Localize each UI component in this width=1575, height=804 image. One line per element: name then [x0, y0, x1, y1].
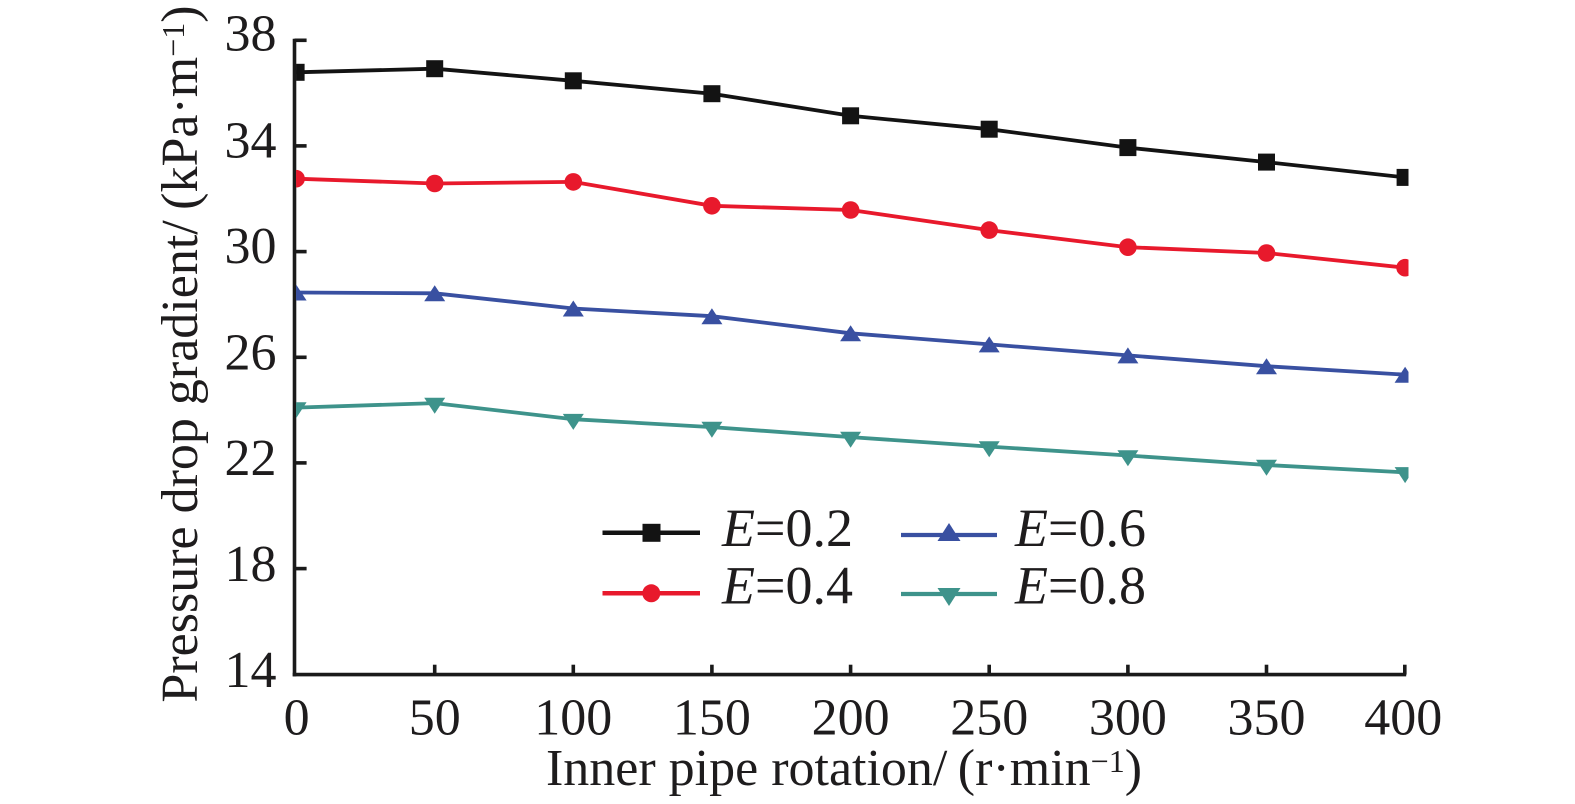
svg-text:250: 250	[950, 690, 1028, 747]
svg-text:14: 14	[225, 642, 277, 699]
svg-text:150: 150	[673, 690, 751, 747]
svg-text:38: 38	[225, 6, 277, 63]
svg-text:100: 100	[534, 690, 612, 747]
svg-text:Inner pipe rotation/ (r·min−1): Inner pipe rotation/ (r·min−1)	[546, 740, 1142, 797]
svg-text:34: 34	[225, 112, 277, 169]
svg-text:E=0.6: E=0.6	[1014, 498, 1146, 558]
svg-text:E=0.8: E=0.8	[1014, 556, 1146, 616]
svg-text:400: 400	[1364, 690, 1442, 747]
svg-text:E=0.2: E=0.2	[721, 498, 853, 558]
svg-text:22: 22	[225, 430, 277, 487]
svg-text:30: 30	[225, 218, 277, 275]
svg-text:E=0.4: E=0.4	[721, 556, 853, 616]
svg-text:Pressure drop gradient/ (kPa·m: Pressure drop gradient/ (kPa·m−1)	[152, 5, 209, 702]
svg-text:200: 200	[812, 690, 890, 747]
svg-text:300: 300	[1089, 690, 1167, 747]
svg-text:26: 26	[225, 325, 277, 382]
svg-text:18: 18	[225, 536, 277, 593]
svg-text:50: 50	[409, 690, 461, 747]
svg-text:0: 0	[284, 690, 310, 747]
svg-text:350: 350	[1228, 690, 1306, 747]
